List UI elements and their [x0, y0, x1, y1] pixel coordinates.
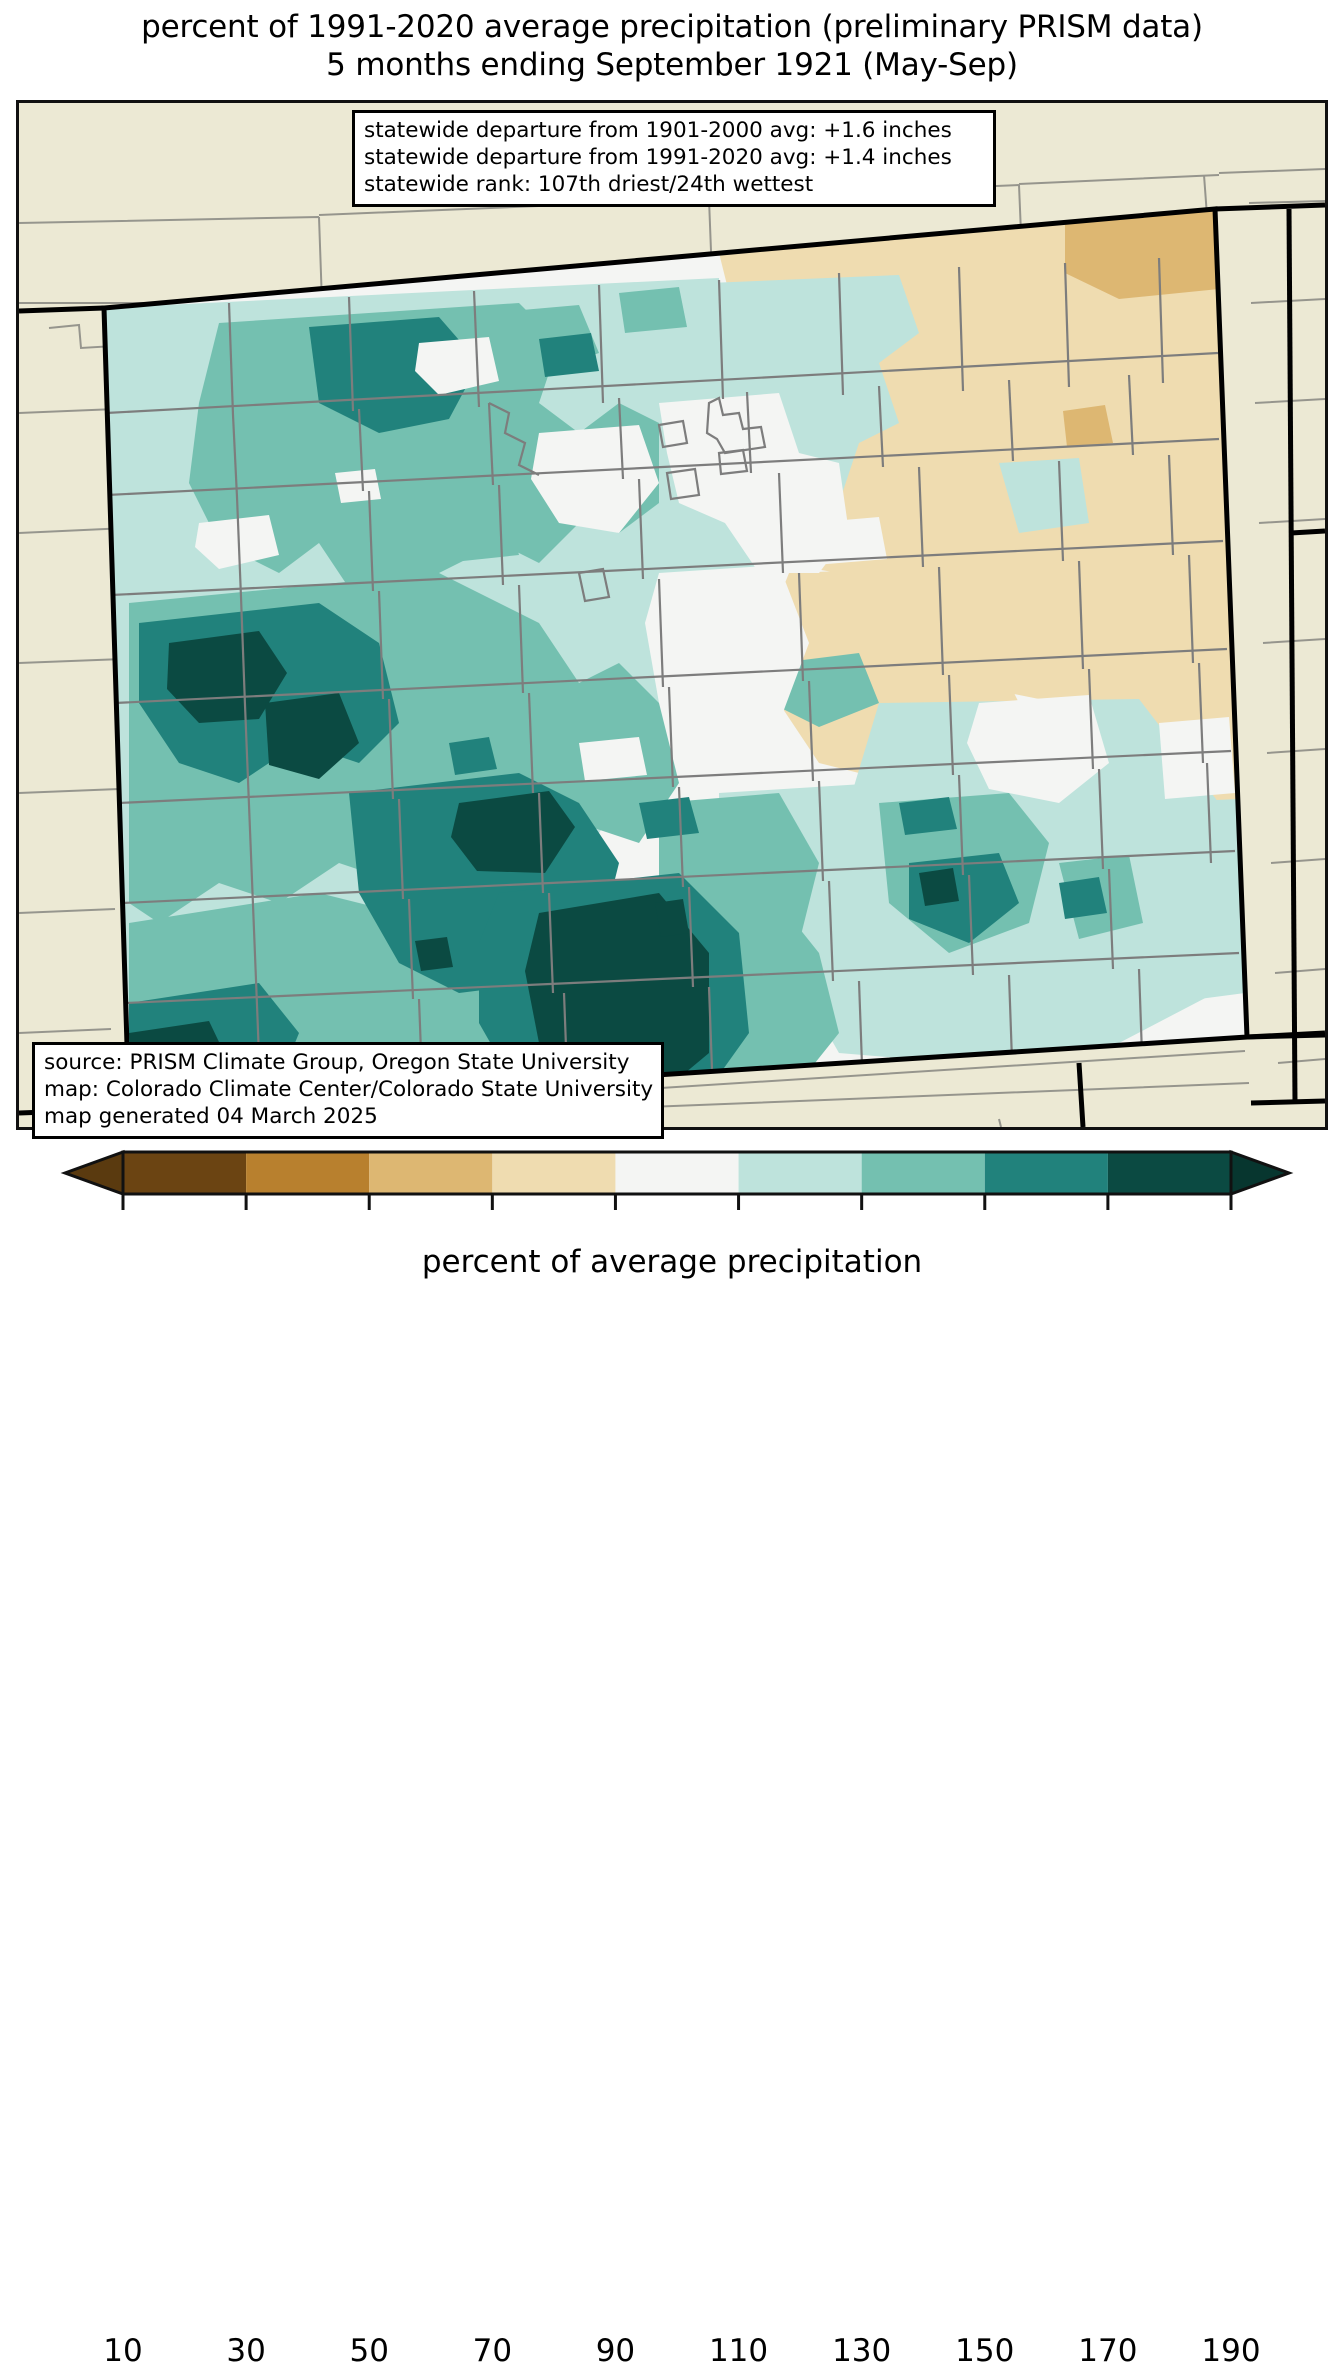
- colorbar-band: [123, 1152, 247, 1194]
- colorbar-swatches: [60, 1149, 1294, 1210]
- colorbar-band: [1107, 1152, 1231, 1194]
- colorbar-tick-label: 70: [472, 2333, 513, 2369]
- colorbar-band: [861, 1152, 985, 1194]
- colorbar-band: [984, 1152, 1108, 1194]
- colorbar-band: [615, 1152, 739, 1194]
- source-line-2: map: Colorado Climate Center/Colorado St…: [44, 1077, 654, 1102]
- colorbar-band: [246, 1152, 370, 1194]
- colorbar-band: [738, 1152, 862, 1194]
- colorbar-tick-label: 30: [226, 2333, 266, 2369]
- colorbar-outline: [121, 1150, 1233, 1196]
- stats-line-3: statewide rank: 107th driest/24th wettes…: [364, 172, 814, 197]
- colorado-precip-choropleth: [19, 103, 1325, 1127]
- colorbar-band: [369, 1152, 493, 1194]
- stats-line-1: statewide departure from 1901-2000 avg: …: [364, 118, 952, 143]
- title-line-1: percent of 1991-2020 average precipitati…: [141, 9, 1203, 45]
- colorbar-tick-label: 170: [1078, 2333, 1138, 2369]
- colorbar-tick-labels: 10 30 50 70 90 110 130 150 170 190: [0, 2334, 1344, 2376]
- colorbar-under-arrow: [60, 1149, 125, 1197]
- stats-line-2: statewide departure from 1991-2020 avg: …: [364, 145, 952, 170]
- colorbar-over-arrow: [1229, 1149, 1294, 1197]
- colorbar-tick-label: 150: [955, 2333, 1015, 2369]
- source-credits-box: source: PRISM Climate Group, Oregon Stat…: [32, 1042, 664, 1139]
- title-line-2: 5 months ending September 1921 (May-Sep): [326, 47, 1018, 83]
- colorbar-tick-label: 110: [708, 2333, 769, 2369]
- colorbar-tick-label: 10: [103, 2333, 143, 2369]
- colorbar-tick-label: 130: [832, 2333, 892, 2369]
- page-title: percent of 1991-2020 average precipitati…: [0, 8, 1344, 84]
- colorbar-band-group: [60, 1149, 1294, 1197]
- map-panel: [16, 100, 1328, 1130]
- colorbar-axis-label: percent of average precipitation: [421, 1244, 923, 1280]
- source-line-1: source: PRISM Climate Group, Oregon Stat…: [44, 1050, 630, 1075]
- source-line-3: map generated 04 March 2025: [44, 1104, 378, 1129]
- statewide-stats-box: statewide departure from 1901-2000 avg: …: [352, 110, 996, 207]
- colorbar-tick-label: 90: [595, 2333, 636, 2369]
- colorbar-band: [492, 1152, 616, 1194]
- colorbar-tick-label: 190: [1201, 2333, 1261, 2369]
- climate-map-page: percent of 1991-2020 average precipitati…: [0, 8, 1344, 2368]
- colorado-county-lines: [105, 257, 1240, 1109]
- colorbar-tick-label: 50: [349, 2333, 389, 2369]
- colorbar-tick-marks: [121, 1194, 1233, 1210]
